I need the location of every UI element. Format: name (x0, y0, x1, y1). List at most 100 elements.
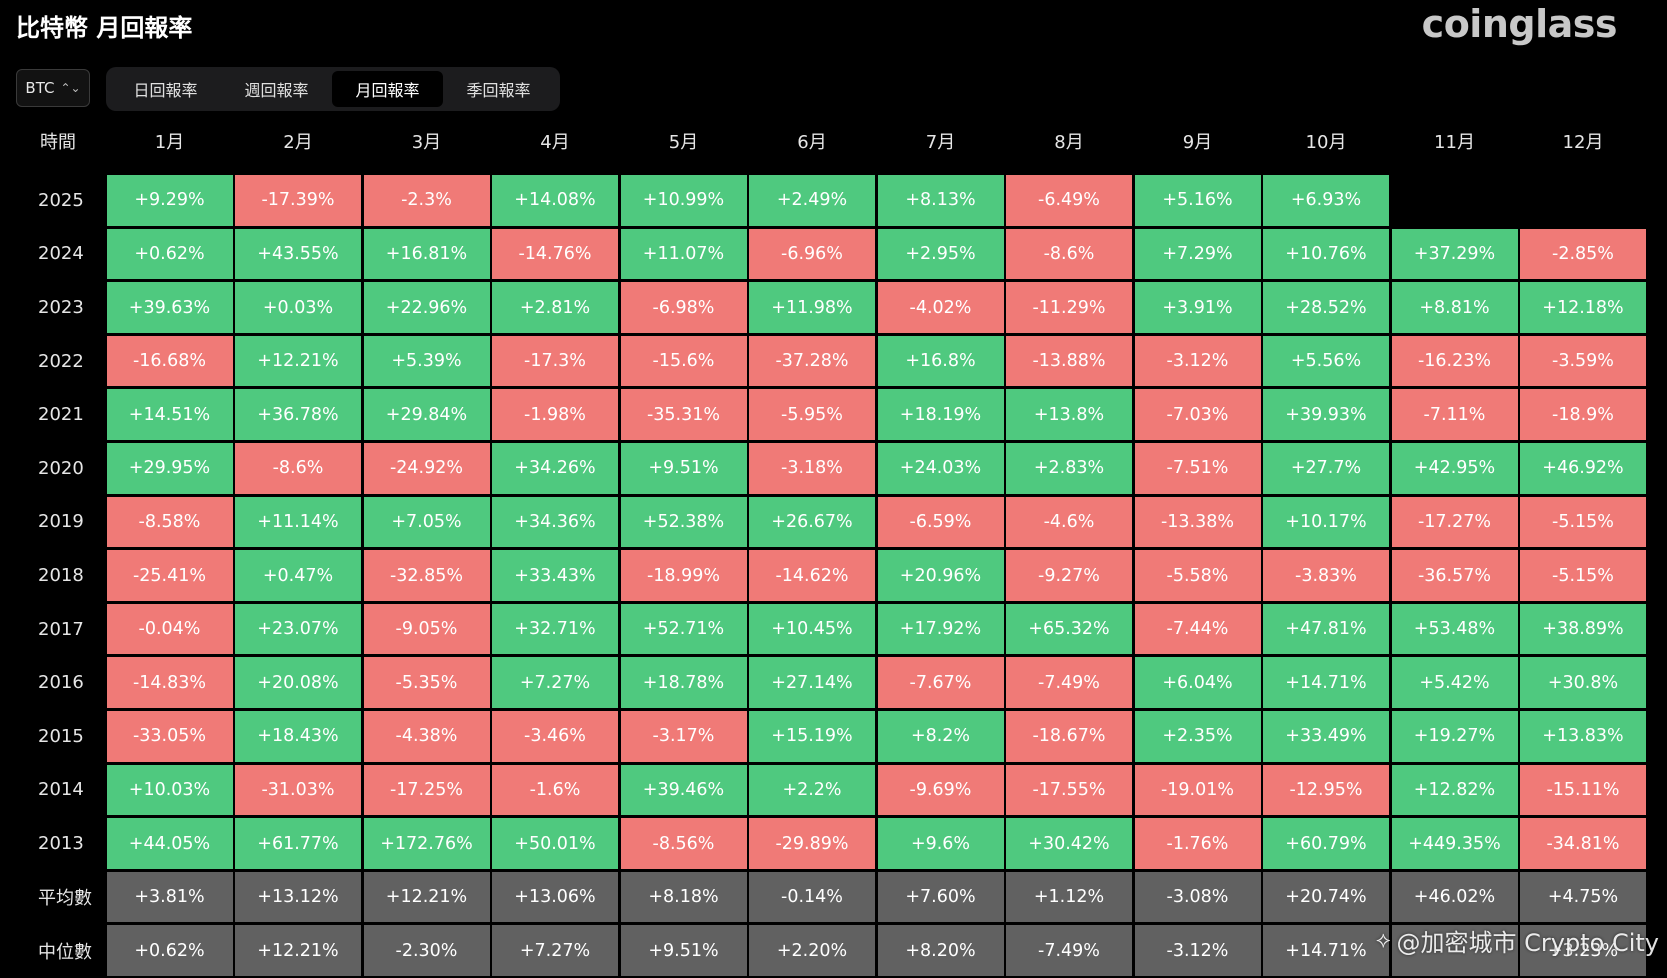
return-cell: +14.71% (1263, 657, 1389, 709)
month-header: 4月 (540, 131, 570, 153)
return-cell: -2.85% (1520, 228, 1646, 280)
return-cell: -15.6% (620, 335, 747, 387)
return-cell: -7.11% (1391, 389, 1518, 441)
return-cell: -31.03% (235, 764, 361, 816)
return-cell: +12.18% (1520, 282, 1646, 333)
diamond-icon: ⟡ (1376, 928, 1391, 953)
asset-select[interactable]: BTC ⌃⌄ (16, 69, 90, 107)
return-cell: -3.59% (1520, 335, 1646, 387)
return-cell: -18.9% (1520, 389, 1646, 441)
return-cell: +29.95% (106, 443, 233, 494)
return-cell: -17.3% (492, 335, 618, 387)
return-cell: +42.95% (1391, 443, 1518, 494)
stat-cell: +3.81% (106, 871, 233, 923)
month-header: 3月 (411, 131, 442, 153)
year-label: 2015 (38, 725, 84, 747)
tab-daily-return[interactable]: 日回報率 (133, 81, 198, 100)
return-cell: -5.15% (1520, 496, 1646, 548)
stat-cell: +14.71% (1263, 925, 1389, 976)
return-cell: +2.83% (1006, 443, 1132, 494)
return-cell: +0.47% (235, 550, 361, 601)
return-cell: +22.96% (363, 282, 490, 333)
return-cell: +6.04% (1134, 657, 1261, 709)
return-cell: -3.18% (749, 443, 875, 494)
month-header: 5月 (668, 131, 699, 153)
month-header: 1月 (154, 131, 185, 153)
return-cell: +27.7% (1263, 443, 1389, 494)
stat-label: 中位數 (38, 941, 92, 963)
return-cell: +44.05% (106, 818, 233, 869)
return-cell: +52.38% (620, 496, 747, 548)
empty-cell (1392, 175, 1518, 226)
stat-cell (1391, 925, 1518, 976)
return-cell: +28.52% (1263, 282, 1389, 333)
stat-cell: +8.20% (877, 925, 1004, 976)
return-cell: -11.29% (1006, 282, 1132, 333)
month-header: 10月 (1305, 131, 1347, 153)
return-cell: -3.17% (620, 711, 747, 762)
tab-weekly-return[interactable]: 週回報率 (244, 81, 309, 100)
return-cell: +5.56% (1263, 335, 1389, 387)
stat-cell: +3.23% (1520, 925, 1646, 976)
year-label: 2014 (38, 779, 84, 801)
return-cell: +10.76% (1263, 228, 1389, 280)
year-label: 2018 (38, 565, 84, 587)
return-cell: -15.11% (1520, 764, 1646, 816)
year-label: 2016 (38, 672, 84, 694)
return-cell: +5.39% (363, 335, 490, 387)
return-cell: -32.85% (363, 550, 490, 601)
return-cell: -7.44% (1134, 603, 1261, 655)
return-cell: +12.82% (1391, 764, 1518, 816)
return-cell: -6.49% (1006, 175, 1132, 226)
return-cell: +5.16% (1134, 175, 1261, 226)
return-cell: +2.81% (492, 282, 618, 333)
return-cell: +9.6% (877, 818, 1004, 869)
return-cell: -9.27% (1006, 550, 1132, 601)
return-cell: -4.02% (877, 282, 1004, 333)
return-cell: -1.6% (492, 764, 618, 816)
year-label: 2022 (38, 350, 84, 372)
return-cell: +39.46% (620, 764, 747, 816)
return-cell: +7.29% (1134, 228, 1261, 280)
return-cell: -3.12% (1134, 335, 1261, 387)
return-cell: -3.83% (1263, 550, 1389, 601)
return-cell: +8.2% (877, 711, 1004, 762)
return-cell: +14.51% (106, 389, 233, 441)
return-cell: -34.81% (1520, 818, 1646, 869)
return-cell: +10.45% (749, 603, 875, 655)
return-cell: -5.58% (1134, 550, 1261, 601)
return-cell: -16.23% (1391, 335, 1518, 387)
return-cell: -37.28% (749, 335, 875, 387)
return-cell: +11.98% (749, 282, 875, 333)
return-cell: -8.56% (620, 818, 747, 869)
year-label: 2023 (38, 297, 84, 319)
return-cell: +13.8% (1006, 389, 1132, 441)
month-header: 11月 (1434, 131, 1475, 153)
return-cell: -5.35% (363, 657, 490, 709)
stat-cell: -2.30% (363, 925, 490, 976)
stat-cell: +2.20% (749, 925, 875, 976)
return-cell: -0.04% (106, 603, 233, 655)
stat-cell: -3.08% (1134, 871, 1261, 923)
tab-monthly-return[interactable]: 月回報率 (332, 71, 443, 107)
asset-select-value: BTC (25, 79, 55, 97)
return-cell: +37.29% (1391, 228, 1518, 280)
return-cell: -3.46% (492, 711, 618, 762)
return-cell: -6.96% (749, 228, 875, 280)
return-cell: +32.71% (492, 603, 618, 655)
return-cell: +0.62% (106, 228, 233, 280)
return-cell: +2.49% (749, 175, 875, 226)
month-header: 12月 (1562, 131, 1604, 153)
year-label: 2024 (38, 243, 84, 265)
return-cell: -14.83% (106, 657, 233, 709)
return-cell: +34.36% (492, 496, 618, 548)
year-label: 2017 (38, 618, 84, 640)
return-cell: +14.08% (492, 175, 618, 226)
tab-quarterly-return[interactable]: 季回報率 (466, 81, 531, 100)
return-cell: -35.31% (620, 389, 747, 441)
return-cell: +17.92% (877, 603, 1004, 655)
return-cell: +52.71% (620, 603, 747, 655)
return-cell: +10.17% (1263, 496, 1389, 548)
return-cell: -8.6% (1006, 228, 1132, 280)
year-label: 2020 (38, 457, 84, 479)
